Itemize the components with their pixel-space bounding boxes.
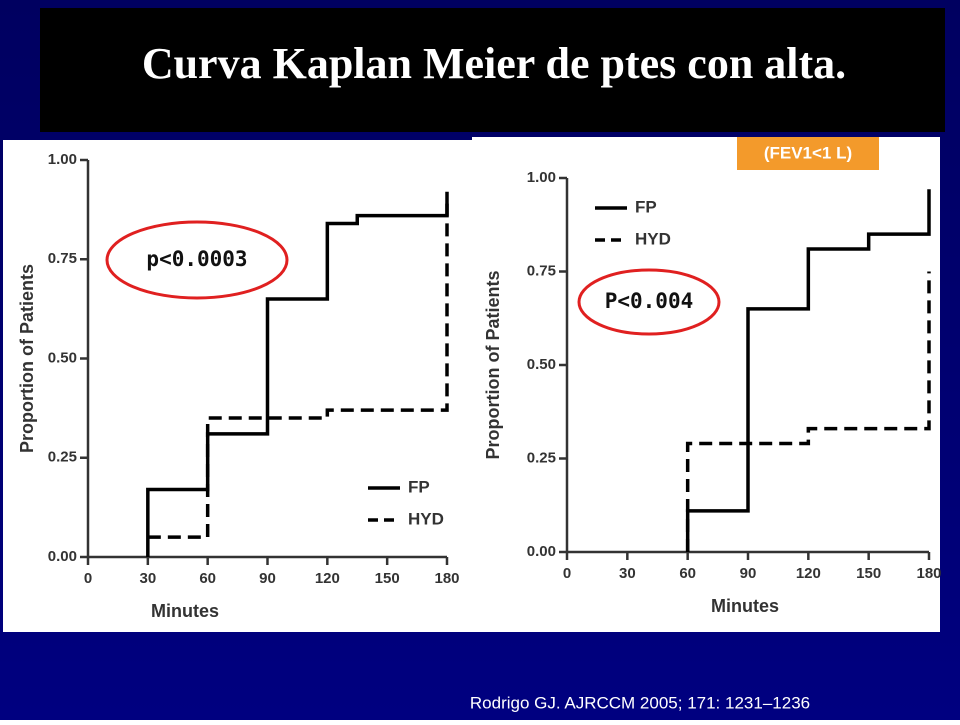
x-tick-label: 180 xyxy=(434,570,459,587)
km-curve xyxy=(146,191,449,557)
x-tick-label: 0 xyxy=(84,570,92,587)
km-curve xyxy=(685,271,931,552)
x-tick-label: 90 xyxy=(740,565,757,582)
km-curve xyxy=(147,203,449,539)
x-tick-label: 90 xyxy=(259,570,276,587)
y-tick-label: 0.00 xyxy=(48,548,77,565)
annotation: p<0.0003 xyxy=(146,247,247,271)
y-tick-label: 1.00 xyxy=(48,151,77,168)
x-tick-label: 60 xyxy=(679,565,696,582)
chart-panel xyxy=(3,140,473,632)
legend-label: HYD xyxy=(635,229,671,248)
annotation-ring xyxy=(105,220,289,300)
y-axis-label: Proportion of Patients xyxy=(483,271,503,460)
annotation: P<0.004 xyxy=(605,289,694,313)
y-tick-label: 0.75 xyxy=(48,250,77,267)
y-tick-label: 0.50 xyxy=(48,349,77,366)
title-band xyxy=(40,8,945,132)
slide-title: Curva Kaplan Meier de ptes con alta. xyxy=(142,39,846,88)
y-tick-label: 1.00 xyxy=(527,169,556,186)
legend-label: FP xyxy=(635,197,657,216)
x-tick-label: 30 xyxy=(619,565,636,582)
y-tick-label: 0.00 xyxy=(527,543,556,560)
y-tick-label: 0.75 xyxy=(527,262,556,279)
x-tick-label: 150 xyxy=(856,565,881,582)
y-tick-label: 0.50 xyxy=(527,356,556,373)
tag-label: (FEV1<1 L) xyxy=(764,143,852,162)
x-tick-label: 30 xyxy=(139,570,156,587)
legend-label: HYD xyxy=(408,509,444,528)
x-axis-label: Minutes xyxy=(711,596,779,616)
x-tick-label: 120 xyxy=(315,570,340,587)
x-tick-label: 0 xyxy=(563,565,571,582)
citation: Rodrigo GJ. AJRCCM 2005; 171: 1231–1236 xyxy=(470,693,810,712)
km-curve xyxy=(685,189,931,552)
tag-box xyxy=(737,137,879,170)
chart-panel xyxy=(472,137,940,632)
x-tick-label: 60 xyxy=(199,570,216,587)
x-tick-label: 120 xyxy=(796,565,821,582)
x-tick-label: 180 xyxy=(916,565,941,582)
y-axis-label: Proportion of Patients xyxy=(17,264,37,453)
x-axis-label: Minutes xyxy=(151,601,219,621)
y-tick-label: 0.25 xyxy=(48,449,77,466)
legend-label: FP xyxy=(408,477,430,496)
annotation-ring xyxy=(577,268,721,336)
y-tick-label: 0.25 xyxy=(527,449,556,466)
x-tick-label: 150 xyxy=(375,570,400,587)
